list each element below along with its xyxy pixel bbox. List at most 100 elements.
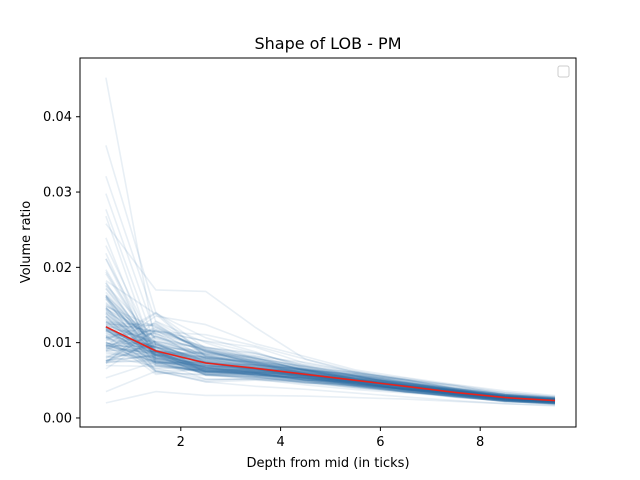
sample-series-line (105, 307, 556, 403)
sample-series-line (105, 321, 556, 402)
sample-series-line (105, 316, 556, 404)
sample-series-line (105, 329, 556, 400)
y-axis: 0.00 0.01 0.02 0.03 0.04 (43, 110, 80, 426)
x-tick-label: 6 (376, 435, 384, 450)
sample-series-line (105, 322, 556, 398)
mean-layer (105, 326, 556, 402)
sample-series-line (105, 329, 556, 401)
sample-series-line (105, 323, 556, 403)
chart-title: Shape of LOB - PM (254, 34, 401, 53)
sample-series-line (105, 330, 556, 401)
sample-series-line (105, 355, 556, 402)
sample-series-line (105, 280, 556, 404)
sample-series-line (105, 344, 556, 400)
sample-series-line (105, 351, 556, 399)
sample-series-line (105, 327, 556, 402)
sample-series-line (105, 285, 556, 400)
sample-series-line (105, 327, 556, 404)
sample-series-line (105, 333, 556, 399)
sample-series-line (105, 329, 556, 405)
sample-series-line (105, 311, 556, 401)
sample-series-line (105, 209, 556, 403)
sample-series-line (105, 346, 556, 405)
sample-series-line (105, 298, 556, 400)
sample-series-line (105, 295, 556, 404)
sample-series-line (105, 325, 556, 403)
sample-series-line (105, 329, 556, 401)
sample-series-line (105, 308, 556, 400)
sample-series-line (105, 295, 556, 404)
sample-series-line (105, 327, 556, 403)
sample-series-line (105, 328, 556, 399)
sample-series-line (105, 341, 556, 400)
sample-series-line (105, 341, 556, 400)
sample-series-line (105, 304, 556, 401)
sample-series-line (105, 271, 556, 404)
sample-series-line (105, 346, 556, 400)
sample-series-line (105, 347, 556, 400)
sample-series-line (105, 308, 556, 403)
sample-series-line (105, 342, 556, 403)
sample-series-line (105, 223, 556, 400)
series-layer (105, 77, 556, 407)
x-tick-label: 4 (276, 435, 284, 450)
sample-series-line (105, 325, 556, 403)
sample-series-line (105, 294, 556, 405)
sample-series-line (105, 269, 556, 405)
sample-series-line (105, 330, 556, 399)
y-axis-label: Volume ratio (19, 201, 34, 284)
sample-series-line (105, 313, 556, 405)
sample-series-line (105, 245, 556, 400)
sample-series-line (105, 252, 556, 402)
sample-series-line (105, 326, 556, 398)
sample-series-line (105, 353, 556, 404)
sample-series-line (105, 296, 556, 400)
sample-series-line (105, 329, 556, 404)
sample-series-line (105, 302, 556, 403)
sample-series-line (105, 315, 556, 401)
sample-series-line (105, 341, 556, 404)
sample-series-line (105, 329, 556, 403)
sample-series-line (105, 336, 556, 398)
sample-series-line (105, 237, 556, 401)
sample-series-line (105, 282, 556, 404)
sample-series-line (105, 324, 556, 403)
y-tick-label: 0.01 (43, 336, 72, 351)
sample-series-line (105, 325, 556, 405)
sample-series-line (105, 343, 556, 400)
sample-series-line (105, 291, 556, 403)
sample-series-line (105, 342, 556, 400)
sample-series-line (105, 320, 556, 399)
sample-series-line (105, 315, 556, 397)
sample-series-line (105, 288, 556, 398)
y-tick-label: 0.02 (43, 261, 72, 276)
sample-series-line (105, 336, 556, 401)
sample-series-line (105, 305, 556, 403)
sample-series-line (105, 335, 556, 404)
sample-series-line (105, 342, 556, 404)
x-axis: 2 4 6 8 (177, 427, 484, 450)
x-axis-label: Depth from mid (in ticks) (246, 456, 409, 471)
sample-series-line (105, 344, 556, 401)
sample-series-line (105, 354, 556, 406)
sample-series-line (105, 215, 556, 403)
sample-series-line (105, 298, 556, 405)
y-tick-label: 0.03 (43, 186, 72, 201)
sample-series-line (105, 311, 556, 403)
sample-series-line (105, 336, 556, 399)
sample-series-line (105, 327, 556, 401)
sample-series-line (105, 334, 556, 399)
sample-series-line (105, 340, 556, 400)
mean-series-line (105, 326, 556, 402)
sample-series-line (105, 287, 556, 400)
plot-frame (79, 57, 577, 428)
x-tick-label: 8 (476, 435, 484, 450)
sample-series-line (105, 331, 556, 404)
sample-series-line (105, 349, 556, 404)
sample-series-line (105, 312, 556, 405)
sample-series-line (105, 322, 556, 403)
sample-series-line (105, 336, 556, 402)
sample-series-line (105, 301, 556, 402)
legend-box (557, 65, 570, 78)
sample-series-line (105, 315, 556, 404)
